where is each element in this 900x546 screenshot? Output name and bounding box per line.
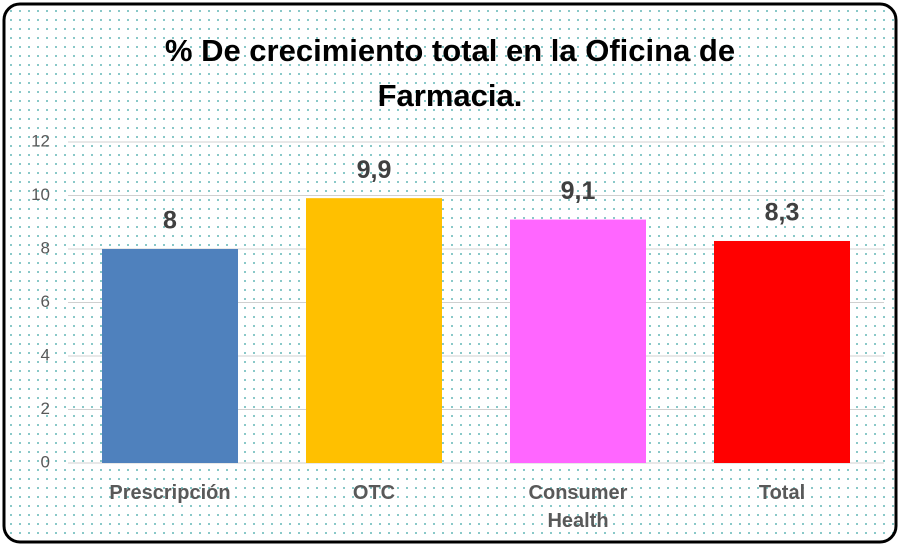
x-tick-label: OTC	[352, 482, 396, 504]
data-label: 9,1	[561, 177, 596, 205]
data-label: 8	[163, 207, 177, 235]
data-label: 8,3	[765, 199, 800, 227]
y-tick-label: 8	[41, 238, 50, 257]
bar	[510, 219, 646, 463]
y-tick-label: 4	[41, 345, 50, 364]
bar	[306, 198, 442, 464]
x-tick-label: Total	[758, 482, 806, 504]
x-tick-label: Prescripción	[109, 482, 231, 504]
chart-title: % De crecimiento total en la Oficina de …	[164, 33, 736, 113]
y-tick-label: 0	[41, 452, 50, 471]
data-label: 9,9	[357, 156, 392, 184]
bar	[714, 240, 850, 463]
x-tick-label: Consumer Health	[528, 482, 628, 532]
y-tick-label: 6	[41, 292, 50, 311]
bar	[102, 249, 238, 463]
y-tick-label: 10	[31, 185, 50, 204]
y-tick-label: 2	[41, 399, 50, 418]
y-tick-label: 12	[31, 131, 50, 150]
